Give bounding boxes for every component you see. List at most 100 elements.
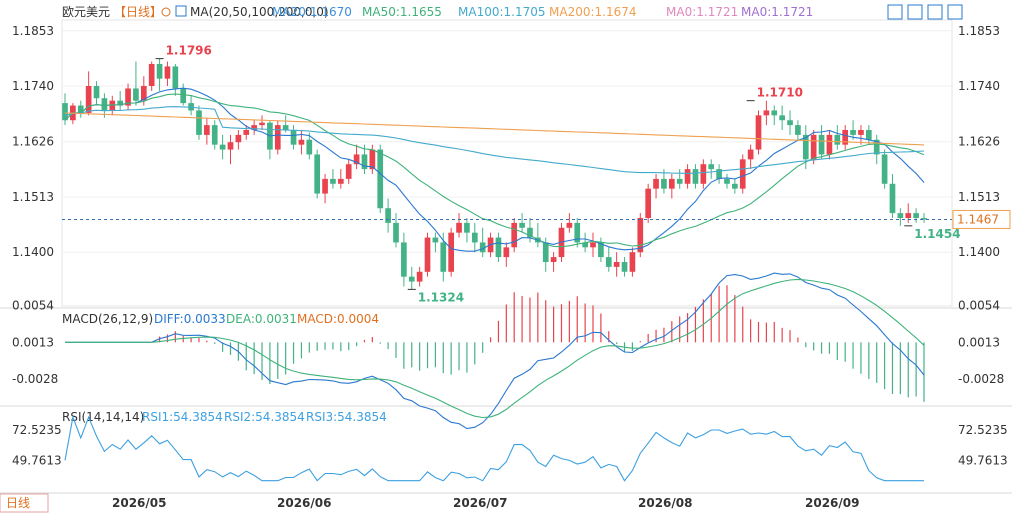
x-axis-label: 2026/09 [805,496,859,510]
candle-body [204,125,210,135]
candle-body [306,139,313,155]
period-footer-label: 日线 [6,496,30,510]
y-tick-label-left: 1.1400 [12,245,54,259]
macd-tick-left: -0.0028 [12,372,58,386]
fit-icon[interactable] [927,4,943,20]
candle-body [598,242,604,258]
candle-body [62,103,68,121]
candle-body [645,188,652,218]
ma-value-2: MA100:1.1705 [458,5,546,19]
candle-body [385,208,391,223]
rsi-tick-left: 72.5235 [12,423,62,437]
rsi-line [64,415,924,482]
candle-body [684,169,691,184]
candle-body [471,232,478,243]
candle-body [109,100,116,111]
candle-body [479,242,486,253]
candle-body [416,271,423,282]
candle-body [353,154,360,165]
low-annotation-2: 1.1454 [914,227,960,241]
y-tick-label-right: 1.1740 [958,79,1000,93]
candle-body [503,247,510,258]
period-label: 【日线】 [114,5,162,19]
candle-body [227,142,234,150]
candle-body [527,227,533,238]
candle-body [282,125,289,130]
candle-body [629,252,636,272]
candle-body [464,222,470,233]
candle-body [779,115,785,121]
macd-value: MACD:0.0004 [297,312,379,326]
rsi-title: RSI(14,14,14) [62,410,144,424]
candle-body [613,262,620,267]
candle-body [865,130,872,140]
y-tick-label-left: 1.1626 [12,135,54,149]
candle-body [361,154,368,170]
x-axis-label: 2026/08 [638,496,692,510]
candle-body [393,222,399,243]
candle-body [140,86,147,101]
rsi-tick-right: 72.5235 [958,423,1008,437]
candle-body [881,154,888,184]
candle-body [842,130,849,145]
period-footer-button[interactable] [0,493,49,513]
candle-body [219,144,226,150]
y-tick-label-left: 1.1513 [12,190,54,204]
candle-body [274,125,281,150]
expand-icon[interactable] [887,4,903,20]
candle-body [117,100,124,106]
ma-value-1: MA50:1.1655 [362,5,442,19]
candle-body [621,262,628,272]
candle-body [408,276,415,282]
candle-body [542,242,549,262]
period-dropdown-icon[interactable] [161,7,171,17]
candle-body [243,130,250,135]
restore-icon[interactable] [947,4,963,20]
candle-body [133,88,139,101]
candle-body [850,130,856,135]
candle-body [676,178,683,184]
candle-body [818,134,825,155]
candle-body [747,149,754,160]
candle-body [574,222,581,243]
candle-body [440,242,447,272]
candle-body [739,159,746,189]
candle-body [172,66,179,89]
candle-body [921,218,927,220]
candle-body [314,154,321,194]
rsi-tick-right: 49.7613 [958,454,1008,468]
candle-body [148,64,155,86]
candle-body [653,178,659,189]
candle-body [101,98,108,111]
candle-body [125,88,131,106]
candle-body [337,178,344,184]
symbol-title: 欧元美元 [62,5,110,19]
candle-body [716,169,722,179]
high-annotation-2: 1.1710 [757,86,803,100]
candle-body [889,183,896,214]
candle-body [77,105,84,113]
shrink-icon[interactable] [907,4,923,20]
candle-body [519,222,525,228]
candle-body [810,134,817,160]
high-annotation-1: 1.1796 [166,44,212,58]
ma20-line [64,87,925,252]
ma-value-4: MA0:1.1721 [666,5,738,19]
candle-body [377,149,384,209]
rsi2-value: RSI2:54.3854 [224,410,305,424]
candle-body [196,110,202,135]
y-tick-label-right: 1.1400 [958,245,1000,259]
candle-body [692,169,699,184]
candle-body [432,237,439,243]
candle-body [763,110,770,116]
macd-tick-right: 0.0013 [958,335,1000,349]
candle-body [637,218,644,253]
ma-label: MA(20,50,100,200,0,0) [190,5,329,19]
ma-value-5: MA0:1.1721 [741,5,813,19]
ma-settings-icon[interactable] [175,5,187,17]
candle-body [156,64,163,79]
candle-body [661,178,667,189]
candle-body [787,120,793,126]
candle-body [826,134,833,155]
